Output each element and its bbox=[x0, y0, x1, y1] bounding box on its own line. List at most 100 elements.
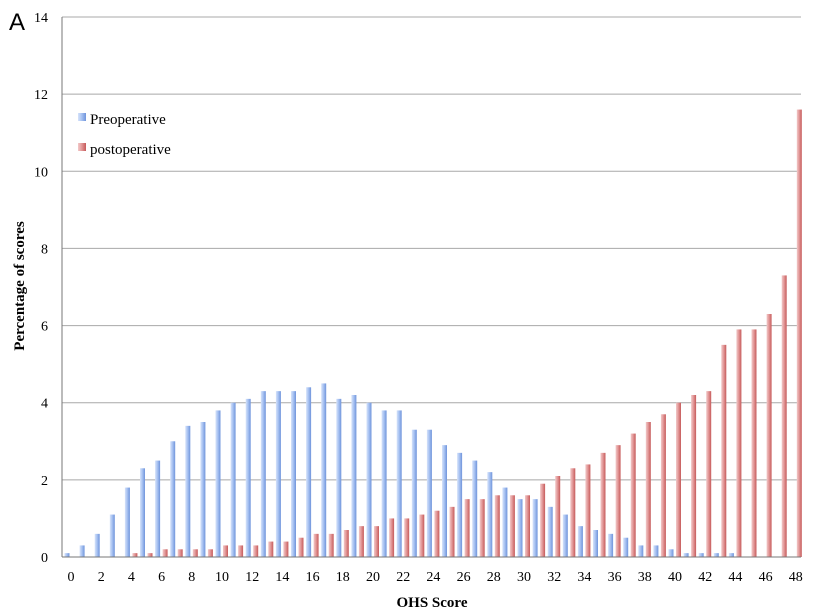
bar-postoperative-31 bbox=[540, 484, 545, 557]
legend-swatch-preoperative bbox=[78, 113, 86, 121]
y-tick-label: 6 bbox=[41, 320, 48, 335]
x-tick-label: 6 bbox=[158, 570, 165, 585]
bar-postoperative-9 bbox=[208, 549, 213, 557]
panel-label: A bbox=[9, 9, 25, 36]
x-axis-title: OHS Score bbox=[397, 595, 468, 611]
y-axis-title: Percentage of scores bbox=[12, 221, 28, 351]
bar-postoperative-43 bbox=[721, 345, 726, 557]
y-tick-label: 14 bbox=[34, 11, 48, 26]
bar-postoperative-45 bbox=[752, 329, 757, 557]
bar-postoperative-38 bbox=[646, 422, 651, 557]
bar-postoperative-36 bbox=[616, 445, 621, 557]
bar-preoperative-42 bbox=[699, 553, 704, 557]
bar-preoperative-7 bbox=[170, 441, 175, 557]
bar-preoperative-14 bbox=[276, 391, 281, 557]
bar-postoperative-27 bbox=[480, 499, 485, 557]
bar-postoperative-29 bbox=[510, 495, 515, 557]
bar-preoperative-0 bbox=[65, 553, 70, 557]
bar-postoperative-33 bbox=[570, 468, 575, 557]
bar-postoperative-21 bbox=[389, 518, 394, 557]
bar-preoperative-35 bbox=[593, 530, 598, 557]
bar-preoperative-5 bbox=[140, 468, 145, 557]
bar-postoperative-16 bbox=[314, 534, 319, 557]
y-tick-label: 0 bbox=[41, 551, 48, 566]
bar-postoperative-13 bbox=[268, 542, 273, 557]
bar-preoperative-29 bbox=[502, 488, 507, 557]
bar-postoperative-20 bbox=[374, 526, 379, 557]
bar-preoperative-18 bbox=[336, 399, 341, 557]
x-tick-label: 18 bbox=[336, 570, 350, 585]
bar-preoperative-32 bbox=[548, 507, 553, 557]
x-tick-label: 44 bbox=[728, 570, 742, 585]
bar-postoperative-24 bbox=[434, 511, 439, 557]
x-tick-label: 22 bbox=[396, 570, 410, 585]
bar-preoperative-20 bbox=[367, 403, 372, 557]
bar-postoperative-44 bbox=[736, 329, 741, 557]
bar-postoperative-37 bbox=[631, 434, 636, 557]
y-tick-label: 8 bbox=[41, 242, 48, 257]
bar-postoperative-39 bbox=[661, 414, 666, 557]
x-tick-label: 24 bbox=[426, 570, 440, 585]
x-tick-label: 0 bbox=[68, 570, 75, 585]
bar-postoperative-46 bbox=[767, 314, 772, 557]
bar-preoperative-30 bbox=[518, 499, 523, 557]
bar-postoperative-18 bbox=[344, 530, 349, 557]
x-tick-label: 34 bbox=[577, 570, 591, 585]
bar-preoperative-9 bbox=[200, 422, 205, 557]
bar-preoperative-8 bbox=[185, 426, 190, 557]
bar-preoperative-17 bbox=[321, 383, 326, 557]
bar-postoperative-35 bbox=[601, 453, 606, 557]
legend-label-postoperative: postoperative bbox=[90, 142, 171, 158]
x-axis-tick-labels: 0 2 4 6 8 10 12 14 16 18 20 22 24 26 28 30 32 34 36 38 40 42 4… bbox=[68, 570, 803, 585]
bar-preoperative-39 bbox=[653, 545, 658, 557]
y-tick-label: 4 bbox=[41, 397, 48, 412]
x-tick-label: 48 bbox=[789, 570, 803, 585]
x-tick-label: 10 bbox=[215, 570, 229, 585]
bars bbox=[65, 110, 802, 557]
x-tick-label: 20 bbox=[366, 570, 380, 585]
bar-postoperative-48 bbox=[797, 110, 802, 557]
bar-postoperative-22 bbox=[404, 518, 409, 557]
x-tick-label: 40 bbox=[668, 570, 682, 585]
bar-postoperative-19 bbox=[359, 526, 364, 557]
bar-preoperative-41 bbox=[684, 553, 689, 557]
legend-swatch-postoperative bbox=[78, 143, 86, 151]
x-tick-label: 32 bbox=[547, 570, 561, 585]
bar-preoperative-12 bbox=[246, 399, 251, 557]
bar-postoperative-10 bbox=[223, 545, 228, 557]
y-tick-label: 12 bbox=[34, 88, 48, 103]
bar-preoperative-4 bbox=[125, 488, 130, 557]
bar-preoperative-10 bbox=[216, 410, 221, 557]
bar-preoperative-38 bbox=[638, 545, 643, 557]
x-tick-label: 28 bbox=[487, 570, 501, 585]
x-tick-label: 36 bbox=[608, 570, 622, 585]
bar-preoperative-34 bbox=[578, 526, 583, 557]
bar-postoperative-40 bbox=[676, 403, 681, 557]
x-tick-label: 38 bbox=[638, 570, 652, 585]
bar-preoperative-21 bbox=[382, 410, 387, 557]
y-tick-label: 2 bbox=[41, 474, 48, 489]
bar-preoperative-43 bbox=[714, 553, 719, 557]
y-axis-tick-labels: 0 2 4 6 8 10 12 14 bbox=[34, 11, 48, 566]
bar-preoperative-26 bbox=[457, 453, 462, 557]
x-tick-label: 46 bbox=[759, 570, 773, 585]
bar-preoperative-24 bbox=[427, 430, 432, 557]
bar-preoperative-6 bbox=[155, 461, 160, 557]
legend-label-preoperative: Preoperative bbox=[90, 112, 166, 128]
bar-postoperative-32 bbox=[555, 476, 560, 557]
bar-postoperative-8 bbox=[193, 549, 198, 557]
legend: Preoperative postoperative bbox=[78, 112, 171, 158]
bar-postoperative-41 bbox=[691, 395, 696, 557]
bar-preoperative-28 bbox=[487, 472, 492, 557]
x-tick-label: 30 bbox=[517, 570, 531, 585]
bar-preoperative-40 bbox=[669, 549, 674, 557]
x-tick-label: 2 bbox=[98, 570, 105, 585]
bar-postoperative-25 bbox=[450, 507, 455, 557]
bar-preoperative-3 bbox=[110, 515, 115, 557]
bar-preoperative-33 bbox=[563, 515, 568, 557]
bar-postoperative-47 bbox=[782, 275, 787, 557]
bar-postoperative-14 bbox=[283, 542, 288, 557]
bar-postoperative-17 bbox=[329, 534, 334, 557]
bar-preoperative-13 bbox=[261, 391, 266, 557]
